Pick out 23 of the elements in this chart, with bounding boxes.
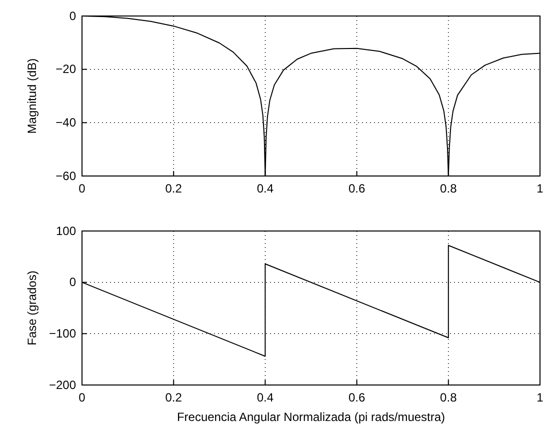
x-tick-label: 0.8 [440, 182, 458, 196]
x-tick-label: 1 [536, 390, 544, 405]
y-tick-label: 0 [69, 8, 76, 23]
y-tick-label: −100 [48, 326, 76, 341]
x-tick-label: 0.2 [165, 390, 182, 405]
x-tick-label: 0.6 [348, 390, 366, 405]
x-axis-title: Frecuencia Angular Normalizada (pi rads/muestra) [176, 410, 446, 424]
y-axis-title: Fase (grados) [25, 270, 39, 346]
y-tick-label: −40 [56, 116, 76, 130]
x-tick-label: 0 [78, 182, 86, 196]
y-axis-title: Magnitud (dB) [25, 58, 39, 134]
x-tick-label: 0.2 [165, 182, 182, 196]
x-tick-label: 0.4 [256, 390, 274, 405]
x-tick-label: 0 [78, 390, 86, 405]
y-tick-label: 100 [56, 224, 76, 238]
x-tick-label: 1 [536, 182, 544, 196]
y-tick-label: −60 [56, 168, 76, 183]
y-tick-label: −20 [56, 62, 76, 76]
y-tick-label: −200 [48, 378, 76, 392]
x-tick-label: 0.4 [256, 182, 274, 196]
x-tick-label: 0.8 [440, 390, 458, 405]
x-tick-label: 0.6 [348, 182, 366, 196]
y-tick-label: 0 [69, 275, 76, 290]
